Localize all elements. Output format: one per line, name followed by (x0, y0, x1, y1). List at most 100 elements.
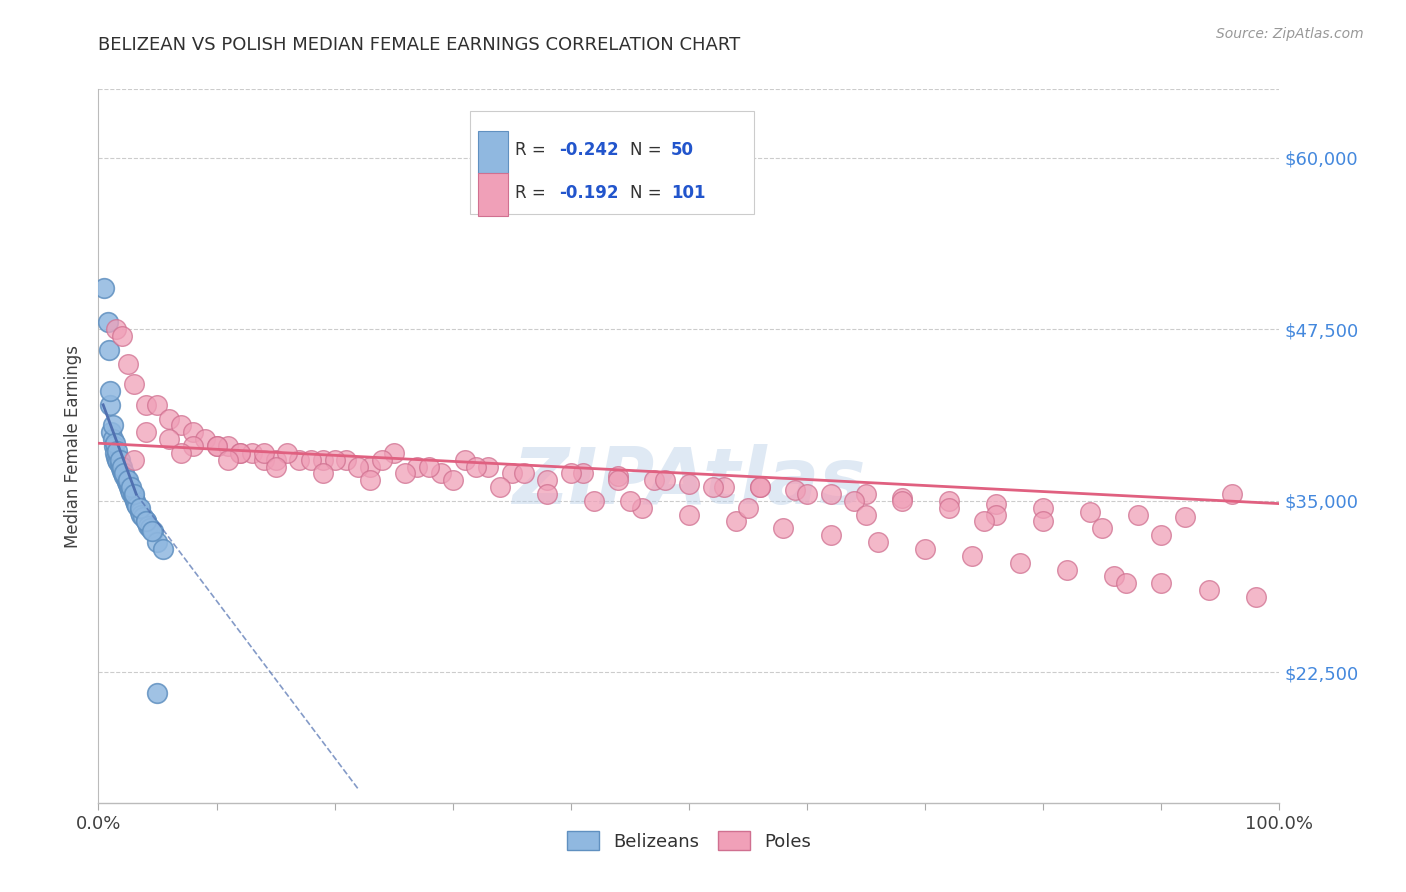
Point (1150, 528, 1173, 542)
Point (1008, 556, 1031, 570)
Point (785, 483, 807, 497)
Point (536, 473, 558, 487)
Point (105, 322, 128, 336)
Legend: Belizeans, Poles: Belizeans, Poles (560, 824, 818, 858)
Point (489, 480, 512, 494)
Point (181, 425, 204, 440)
Point (253, 446, 276, 460)
Point (1174, 510, 1197, 524)
Point (866, 535, 889, 549)
Point (371, 452, 394, 467)
Point (536, 487, 558, 501)
Point (1126, 508, 1149, 522)
Point (146, 398, 169, 412)
Point (335, 452, 357, 467)
Y-axis label: Median Female Earnings: Median Female Earnings (65, 344, 83, 548)
Point (111, 329, 134, 343)
Point (276, 446, 298, 460)
Point (125, 497, 148, 511)
Point (121, 485, 143, 500)
Text: 50: 50 (671, 141, 695, 159)
Point (264, 452, 287, 467)
Point (122, 491, 145, 505)
Point (98, 398, 121, 412)
Point (512, 467, 534, 481)
Point (359, 459, 381, 474)
Point (299, 452, 322, 467)
Point (103, 439, 125, 453)
FancyBboxPatch shape (478, 130, 508, 173)
Point (630, 500, 652, 515)
Point (98, 343, 121, 357)
Text: 101: 101 (671, 184, 706, 202)
Point (112, 467, 135, 481)
Point (135, 398, 157, 412)
Point (112, 469, 135, 483)
Point (110, 461, 132, 475)
Point (855, 487, 877, 501)
Point (194, 432, 217, 446)
Point (146, 686, 169, 700)
Point (890, 491, 912, 505)
Text: -0.192: -0.192 (560, 184, 619, 202)
Point (139, 521, 162, 535)
Point (312, 452, 335, 467)
Point (1102, 569, 1125, 583)
Point (607, 469, 630, 483)
Point (678, 477, 700, 491)
Point (141, 524, 163, 538)
Point (98, 384, 121, 398)
Point (406, 459, 429, 474)
Point (118, 480, 141, 494)
Point (115, 475, 138, 489)
Point (477, 459, 499, 474)
Point (359, 473, 381, 487)
Point (713, 480, 735, 494)
Text: N =: N = (630, 184, 666, 202)
Point (678, 508, 700, 522)
Point (120, 483, 142, 497)
Point (205, 439, 228, 453)
Point (93, 281, 115, 295)
Point (229, 446, 252, 460)
Point (1244, 590, 1267, 604)
Point (796, 487, 818, 501)
Point (820, 487, 842, 501)
Point (312, 467, 335, 481)
Point (288, 452, 311, 467)
Point (132, 510, 155, 524)
Point (607, 473, 630, 487)
Point (117, 357, 139, 371)
Point (571, 467, 593, 481)
Point (111, 459, 134, 474)
Text: BELIZEAN VS POLISH MEDIAN FEMALE EARNINGS CORRELATION CHART: BELIZEAN VS POLISH MEDIAN FEMALE EARNING… (98, 36, 741, 54)
Point (100, 425, 122, 440)
Point (323, 452, 346, 467)
Point (181, 439, 204, 453)
Point (748, 480, 770, 494)
Point (984, 508, 1007, 522)
Point (217, 439, 239, 453)
Point (501, 467, 523, 481)
Point (105, 450, 128, 464)
Point (418, 459, 440, 474)
Point (105, 444, 128, 458)
Point (240, 446, 263, 460)
Point (253, 452, 276, 467)
Text: -0.242: -0.242 (560, 141, 619, 159)
Point (1091, 521, 1114, 535)
Point (725, 515, 748, 529)
Point (129, 508, 152, 522)
Point (1080, 505, 1102, 519)
Point (122, 452, 145, 467)
Point (229, 446, 252, 460)
Point (117, 477, 139, 491)
Point (820, 528, 842, 542)
Point (108, 458, 131, 473)
Point (217, 452, 239, 467)
Point (702, 480, 724, 494)
Point (890, 494, 912, 508)
Point (1220, 487, 1243, 501)
Text: N =: N = (630, 141, 666, 159)
Point (107, 455, 129, 469)
